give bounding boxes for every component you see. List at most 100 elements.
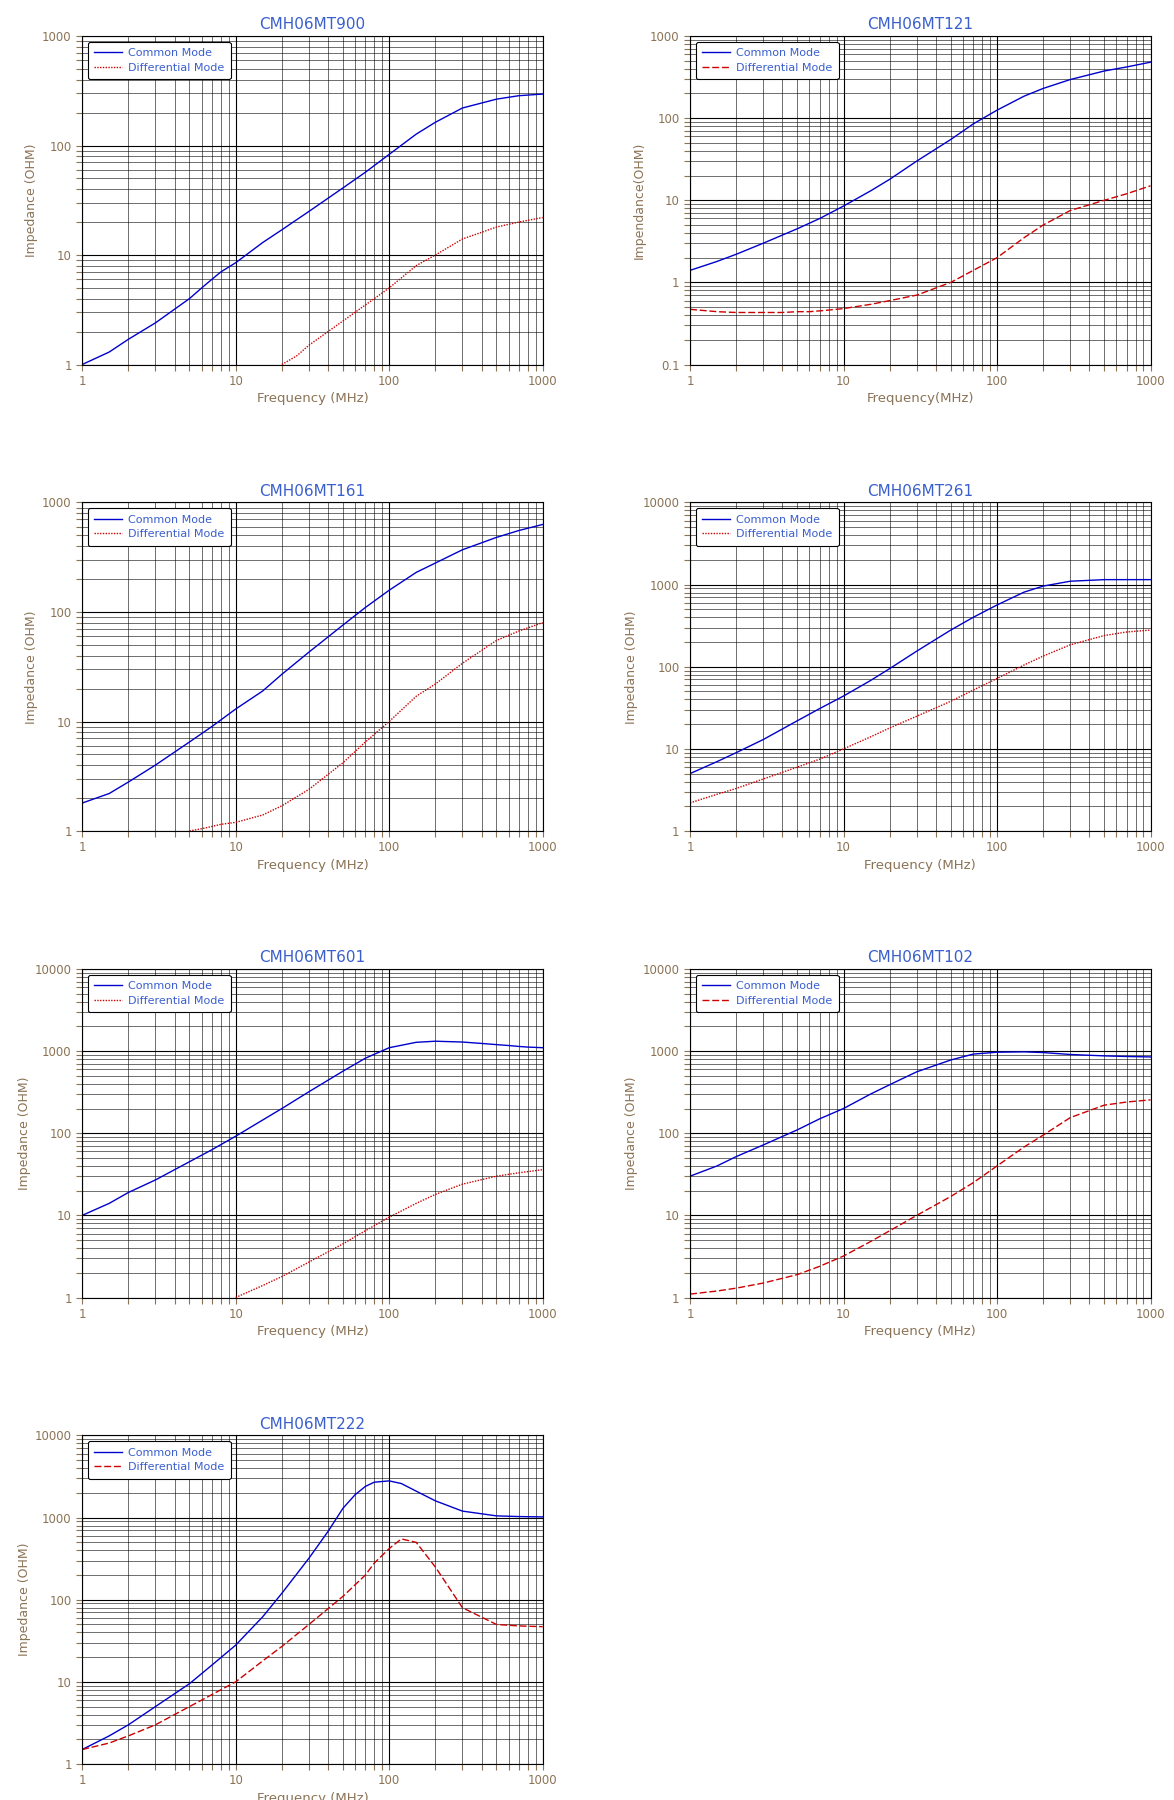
Common Mode: [535, 83, 549, 104]
Common Mode: [456, 1501, 470, 1523]
Differential Mode: [229, 812, 243, 833]
Legend: Common Mode, Differential Mode: Common Mode, Differential Mode: [695, 508, 838, 545]
Differential Mode: [512, 1163, 526, 1184]
Common Mode: [1143, 569, 1158, 590]
Differential Mode: [358, 293, 372, 315]
Differential Mode: [214, 814, 228, 835]
Differential Mode: [944, 691, 958, 713]
Differential Mode: [710, 1280, 724, 1301]
Common Mode: [336, 176, 350, 198]
Common Mode: [1037, 1042, 1051, 1064]
Common Mode: [944, 619, 958, 641]
Legend: Common Mode, Differential Mode: Common Mode, Differential Mode: [88, 1442, 230, 1480]
Differential Mode: [910, 1204, 924, 1226]
Common Mode: [429, 1490, 443, 1512]
Differential Mode: [1037, 214, 1051, 236]
Common Mode: [182, 731, 196, 752]
Differential Mode: [490, 1165, 504, 1186]
Common Mode: [910, 1060, 924, 1082]
Title: CMH06MT161: CMH06MT161: [259, 484, 365, 499]
Title: CMH06MT102: CMH06MT102: [868, 950, 973, 965]
Differential Mode: [729, 302, 743, 324]
Line: Differential Mode: Differential Mode: [690, 185, 1151, 313]
Differential Mode: [756, 302, 770, 324]
Differential Mode: [802, 301, 816, 322]
Common Mode: [910, 641, 924, 662]
Differential Mode: [456, 229, 470, 250]
Line: Differential Mode: Differential Mode: [82, 1539, 542, 1750]
Common Mode: [521, 1037, 535, 1058]
Common Mode: [204, 716, 218, 738]
Differential Mode: [812, 301, 826, 322]
Common Mode: [812, 698, 826, 720]
Common Mode: [148, 1170, 162, 1192]
Differential Mode: [944, 1186, 958, 1208]
Common Mode: [456, 1031, 470, 1053]
Differential Mode: [1143, 619, 1158, 641]
Differential Mode: [1064, 634, 1078, 655]
Differential Mode: [490, 216, 504, 238]
Differential Mode: [336, 1233, 350, 1255]
Differential Mode: [1017, 653, 1031, 675]
Differential Mode: [512, 1615, 526, 1636]
Y-axis label: Impedance (OHM): Impedance (OHM): [25, 144, 38, 257]
Differential Mode: [966, 679, 980, 700]
Differential Mode: [410, 1193, 424, 1215]
Common Mode: [75, 1739, 89, 1760]
Common Mode: [121, 1714, 135, 1735]
Common Mode: [944, 1049, 958, 1071]
Differential Mode: [1017, 1136, 1031, 1157]
Common Mode: [812, 207, 826, 229]
Differential Mode: [275, 355, 289, 376]
Differential Mode: [382, 711, 396, 733]
Common Mode: [944, 128, 958, 149]
Common Mode: [182, 1672, 196, 1694]
Common Mode: [214, 261, 228, 283]
Differential Mode: [358, 1220, 372, 1242]
Differential Mode: [822, 299, 836, 320]
Differential Mode: [910, 706, 924, 727]
Common Mode: [864, 180, 878, 202]
Differential Mode: [348, 301, 362, 322]
Differential Mode: [944, 272, 958, 293]
Common Mode: [275, 1582, 289, 1604]
Common Mode: [204, 268, 218, 290]
Differential Mode: [148, 1714, 162, 1735]
Common Mode: [990, 99, 1004, 121]
Differential Mode: [75, 1739, 89, 1760]
X-axis label: Frequency (MHz): Frequency (MHz): [257, 1791, 369, 1800]
Common Mode: [75, 355, 89, 376]
Common Mode: [729, 243, 743, 265]
Common Mode: [182, 1150, 196, 1172]
Differential Mode: [683, 792, 697, 814]
Title: CMH06MT900: CMH06MT900: [259, 16, 365, 32]
Differential Mode: [182, 821, 196, 842]
Common Mode: [683, 259, 697, 281]
Common Mode: [837, 1098, 851, 1120]
Common Mode: [256, 232, 270, 254]
Differential Mode: [512, 621, 526, 643]
Common Mode: [275, 664, 289, 686]
Differential Mode: [535, 207, 549, 229]
Common Mode: [195, 277, 209, 299]
Common Mode: [1037, 576, 1051, 598]
Common Mode: [229, 1125, 243, 1147]
Differential Mode: [336, 1586, 350, 1607]
Common Mode: [382, 580, 396, 601]
Common Mode: [1017, 85, 1031, 106]
Common Mode: [75, 1204, 89, 1226]
Differential Mode: [321, 320, 335, 342]
Line: Differential Mode: Differential Mode: [690, 630, 1151, 803]
Y-axis label: Impedance (OHM): Impedance (OHM): [626, 1076, 639, 1190]
Differential Mode: [1037, 644, 1051, 666]
Differential Mode: [490, 1613, 504, 1634]
Differential Mode: [1120, 621, 1134, 643]
Common Mode: [102, 342, 116, 364]
Differential Mode: [1037, 1125, 1051, 1147]
Differential Mode: [490, 630, 504, 652]
Common Mode: [1064, 571, 1078, 592]
Differential Mode: [336, 752, 350, 774]
Common Mode: [864, 670, 878, 691]
Common Mode: [358, 1476, 372, 1498]
Common Mode: [168, 299, 182, 320]
